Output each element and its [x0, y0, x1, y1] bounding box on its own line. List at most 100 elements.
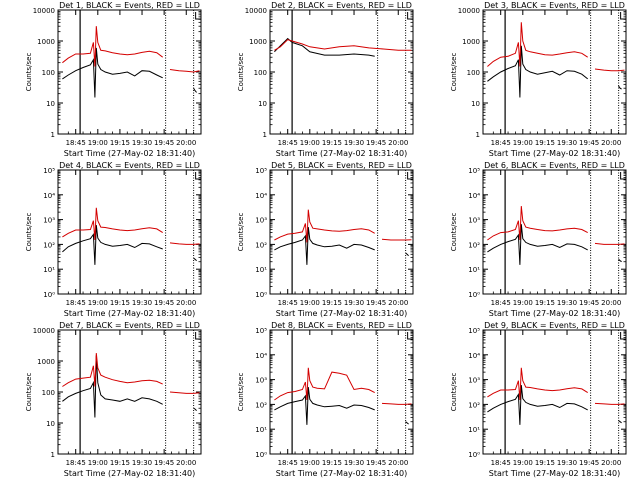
lld-series-line [274, 367, 375, 401]
x-tick-label: 19:30 [344, 459, 364, 467]
x-tick-label: 20:00 [601, 459, 621, 467]
x-tick-label: 19:00 [300, 299, 320, 307]
x-tick-label: 19:45 [579, 139, 599, 147]
y-tick-label: 10000 [458, 7, 480, 15]
y-axis-label: Counts/sec [237, 53, 245, 92]
bracket-mark [620, 12, 626, 20]
lld-series-line [381, 402, 412, 405]
x-tick-label: 19:30 [557, 139, 577, 147]
y-tick-label: 1 [51, 451, 55, 459]
x-tick-label: 20:00 [176, 139, 196, 147]
x-tick-label: 19:45 [366, 139, 386, 147]
panel-det-1: Det 1, BLACK = Events, RED = LLD Counts/s… [25, 1, 202, 158]
y-tick-label: 10¹ [468, 426, 480, 434]
y-tick-label: 10² [468, 401, 480, 409]
y-tick-label: 10⁴ [468, 352, 480, 360]
chart-title: Det 9, BLACK = Events, RED = LLD [484, 321, 625, 330]
x-tick-label: 18:45 [66, 459, 86, 467]
panel-det-7: Det 7, BLACK = Events, RED = LLD Counts/s… [25, 321, 202, 478]
lld-series-line [62, 207, 163, 241]
x-tick-label: 19:15 [110, 299, 130, 307]
events-series-line [62, 225, 163, 265]
x-tick-label: 18:45 [66, 139, 86, 147]
y-tick-label: 10² [255, 401, 267, 409]
panel-det-4: Det 4, BLACK = Events, RED = LLD Counts/s… [25, 161, 202, 318]
lld-series-line [594, 68, 625, 72]
y-axis-label: Counts/sec [450, 373, 458, 412]
chart-title: Det 2, BLACK = Events, RED = LLD [271, 1, 412, 10]
y-tick-label: 10⁰ [255, 291, 267, 299]
y-tick-label: 10 [258, 100, 267, 108]
bracket-mark [620, 172, 626, 180]
x-tick-label: 18:45 [278, 459, 298, 467]
x-tick-label: 19:30 [344, 139, 364, 147]
x-tick-label: 19:15 [322, 459, 342, 467]
lld-series-line [169, 391, 200, 394]
lld-series-line [487, 367, 588, 401]
x-tick-label: 20:00 [601, 139, 621, 147]
x-tick-label: 18:45 [278, 139, 298, 147]
y-tick-label: 10³ [468, 377, 480, 385]
y-axis-label: Counts/sec [237, 213, 245, 252]
x-axis-label: Start Time (27-May-02 18:31:40) [489, 149, 620, 158]
chart-title: Det 6, BLACK = Events, RED = LLD [484, 161, 625, 170]
y-tick-label: 1000 [37, 38, 55, 46]
y-axis-label: Counts/sec [25, 213, 33, 252]
y-tick-label: 10² [255, 241, 267, 249]
events-series-line [405, 421, 409, 425]
events-series-line [274, 37, 375, 57]
y-tick-label: 1 [263, 131, 267, 139]
x-tick-label: 19:45 [154, 139, 174, 147]
x-tick-label: 20:00 [601, 299, 621, 307]
panel-det-6: Det 6, BLACK = Events, RED = LLD Counts/s… [450, 161, 627, 318]
chart-title: Det 1, BLACK = Events, RED = LLD [59, 1, 200, 10]
events-series-line [62, 355, 163, 418]
x-axis-label: Start Time (27-May-02 18:31:40) [64, 469, 195, 478]
x-tick-label: 20:00 [176, 299, 196, 307]
x-tick-label: 19:30 [344, 299, 364, 307]
x-tick-label: 19:15 [322, 299, 342, 307]
y-tick-label: 10⁴ [255, 352, 267, 360]
x-tick-label: 19:30 [132, 459, 152, 467]
plot-frame [482, 169, 627, 295]
events-series-line [193, 257, 197, 262]
y-tick-label: 10⁰ [468, 291, 480, 299]
lld-series-line [594, 242, 625, 245]
x-tick-label: 19:15 [535, 299, 555, 307]
y-tick-label: 1 [476, 131, 480, 139]
x-tick-label: 19:00 [513, 139, 533, 147]
events-series-line [618, 420, 622, 424]
y-tick-label: 10¹ [255, 426, 267, 434]
y-axis-label: Counts/sec [450, 213, 458, 252]
panel-det-2: Det 2, BLACK = Events, RED = LLD Counts/s… [237, 1, 414, 158]
events-series-line [618, 85, 622, 90]
x-tick-label: 19:45 [154, 299, 174, 307]
bracket-mark [620, 332, 626, 340]
events-series-line [274, 227, 375, 265]
x-tick-label: 19:45 [366, 299, 386, 307]
x-tick-label: 18:45 [491, 459, 511, 467]
x-tick-label: 19:30 [557, 459, 577, 467]
lld-series-line [487, 22, 588, 67]
y-tick-label: 100 [254, 69, 267, 77]
y-tick-label: 10⁴ [255, 192, 267, 200]
panel-det-3: Det 3, BLACK = Events, RED = LLD Counts/s… [450, 1, 627, 158]
x-axis-label: Start Time (27-May-02 18:31:40) [64, 309, 195, 318]
chart-title: Det 7, BLACK = Events, RED = LLD [59, 321, 200, 330]
x-tick-label: 19:00 [88, 299, 108, 307]
y-tick-label: 10 [46, 100, 55, 108]
lld-series-line [274, 209, 375, 243]
y-tick-label: 10³ [468, 217, 480, 225]
chart-title: Det 4, BLACK = Events, RED = LLD [59, 161, 200, 170]
plot-frame [269, 329, 414, 455]
x-tick-label: 18:45 [491, 139, 511, 147]
events-series-line [618, 258, 622, 263]
x-axis-label: Start Time (27-May-02 18:31:40) [276, 149, 407, 158]
x-tick-label: 19:15 [535, 139, 555, 147]
lld-series-line [274, 39, 412, 51]
events-series-line [487, 45, 589, 98]
events-series-line [487, 385, 588, 425]
lld-series-line [487, 206, 588, 241]
y-tick-label: 100 [467, 69, 480, 77]
